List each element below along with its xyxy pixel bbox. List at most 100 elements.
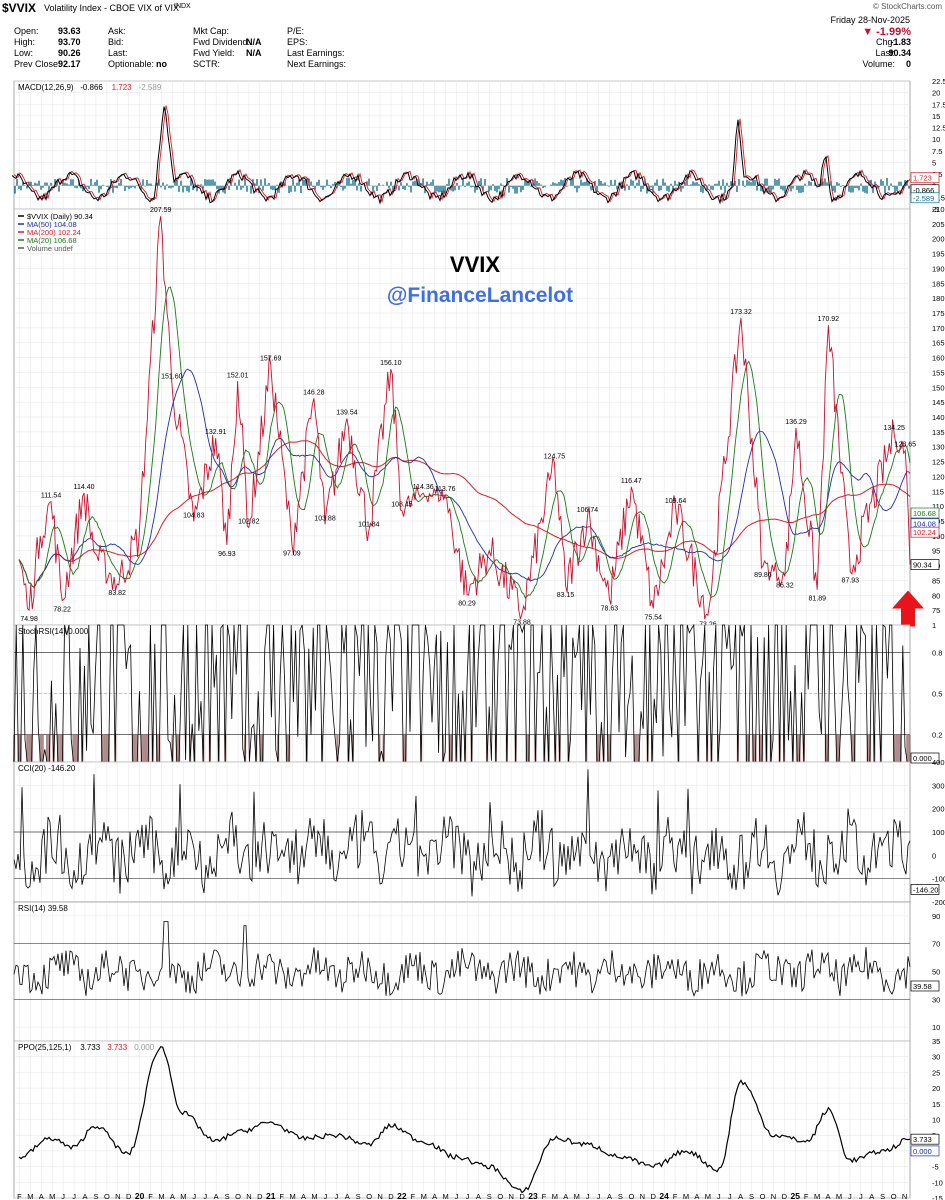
peak-label: 106.74 <box>577 507 599 514</box>
oversold-fill <box>145 734 148 762</box>
symbol-title: $VVIX <box>2 1 37 15</box>
field-label: Fwd Dividend: <box>193 37 251 47</box>
legend-text: StochRSI(14) 0.000 <box>18 627 89 636</box>
peak-label: 78.63 <box>601 605 619 612</box>
ppo-value-box <box>910 1133 940 1145</box>
month-label: S <box>93 1192 98 1200</box>
month-label: 23 <box>528 1191 538 1200</box>
month-label: F <box>279 1192 284 1200</box>
month-label: O <box>628 1192 634 1200</box>
field-value: 90.26 <box>58 48 81 58</box>
month-label: 22 <box>397 1191 407 1200</box>
macd-signal-value: 1.723 <box>913 174 932 183</box>
field-value: 0 <box>905 59 911 69</box>
month-label: D <box>651 1192 657 1200</box>
field-label: Last Earnings: <box>287 48 345 58</box>
oversold-fill <box>26 734 29 762</box>
y-tick-label: 400 <box>932 758 945 767</box>
rsi-line <box>13 921 911 998</box>
legend-text: PPO(25,125,1) <box>18 1043 72 1052</box>
field-label: Bid: <box>108 37 124 47</box>
y-tick-label: 15 <box>932 1100 940 1109</box>
ma50-line <box>18 368 911 588</box>
field-label: Ask: <box>108 26 126 36</box>
month-label: 24 <box>659 1191 669 1200</box>
peak-label: 83.15 <box>557 592 575 599</box>
peak-label: 128.65 <box>895 442 917 449</box>
oversold-fill <box>74 734 77 762</box>
month-label: J <box>717 1192 721 1200</box>
month-label: D <box>257 1192 263 1200</box>
field-label: Chg: <box>875 37 895 47</box>
month-label: O <box>366 1192 372 1200</box>
field-value: N/A <box>246 37 262 47</box>
month-label: J <box>586 1192 590 1200</box>
field-label: Open: <box>14 26 39 36</box>
oversold-fill <box>41 734 44 762</box>
month-label: M <box>814 1192 820 1200</box>
legend-entry: MA(200) 102.24 <box>27 228 81 237</box>
peak-label: 116.47 <box>621 478 642 485</box>
peak-label: 75.54 <box>645 615 663 622</box>
price-right-value: 90.34 <box>913 561 932 570</box>
y-tick-label: 17.5 <box>932 100 945 109</box>
legend-text: 0.000 <box>134 1043 155 1052</box>
cci-panel: -200 -100 0 100 200 300 400 CCI(20) -146.20 -146… <box>13 758 945 907</box>
oversold-fill <box>598 734 601 762</box>
month-label: J <box>848 1192 852 1200</box>
y-tick-label: 165 <box>932 339 945 348</box>
chart-canvas: -5-2.502.557.51012.51517.52022.5MACD(12,… <box>11 77 945 1200</box>
y-tick-label: 145 <box>932 398 945 407</box>
y-tick-label: 180 <box>932 294 945 303</box>
price-right-value-box <box>910 559 940 570</box>
peak-label: 157.69 <box>260 355 282 362</box>
peak-label: 134.25 <box>883 425 905 432</box>
y-tick-label: 195 <box>932 250 945 259</box>
month-label: M <box>290 1192 296 1200</box>
month-label: J <box>72 1192 76 1200</box>
y-tick-label: 15 <box>932 112 940 121</box>
month-label: N <box>771 1192 776 1200</box>
peak-label: 74.98 <box>20 616 38 623</box>
y-tick-label: 85 <box>932 576 940 585</box>
date-label: Friday 28-Nov-2025 <box>830 15 910 25</box>
price-line <box>18 216 911 620</box>
red-up-arrow <box>892 590 924 627</box>
y-tick-label: 22.5 <box>932 77 945 86</box>
y-tick-label: 12.5 <box>932 124 945 133</box>
legend-entry: $VVIX (Daily) 90.34 <box>27 212 93 221</box>
peak-label: 146.28 <box>303 389 325 396</box>
peak-label: 89.86 <box>754 572 772 579</box>
peak-label: 102.82 <box>238 518 260 525</box>
y-tick-label: 120 <box>932 472 945 481</box>
y-tick-label: 200 <box>932 805 945 814</box>
month-label: S <box>487 1192 492 1200</box>
peak-label: 113.76 <box>435 486 456 493</box>
oversold-fill <box>52 734 55 762</box>
oversold-fill <box>336 734 339 762</box>
macd-line <box>11 106 909 205</box>
macd-panel: -5-2.502.557.51012.51517.52022.5MACD(12,… <box>11 77 945 214</box>
month-label: N <box>902 1192 907 1200</box>
month-label: A <box>869 1192 874 1200</box>
month-label: A <box>476 1192 481 1200</box>
oversold-fill <box>835 734 838 762</box>
month-label: F <box>148 1192 153 1200</box>
y-tick-label: 100 <box>932 828 945 837</box>
legend-text: 3.733 <box>107 1043 128 1052</box>
oversold-fill <box>140 734 143 762</box>
month-label: M <box>705 1192 711 1200</box>
y-tick-label: 1 <box>932 621 936 630</box>
ppo-value: 3.733 <box>913 1135 932 1144</box>
oversold-fill <box>103 734 106 762</box>
y-tick-label: -200 <box>932 898 945 907</box>
field-value: -1.83 <box>890 37 911 47</box>
month-label: M <box>552 1192 558 1200</box>
field-label: Prev Close: <box>14 59 61 69</box>
month-label: A <box>826 1192 831 1200</box>
cci-value-box <box>910 884 940 895</box>
y-tick-label: 200 <box>932 235 945 244</box>
y-tick-label: 35 <box>932 1037 940 1046</box>
month-label: M <box>180 1192 186 1200</box>
month-label: J <box>728 1192 732 1200</box>
